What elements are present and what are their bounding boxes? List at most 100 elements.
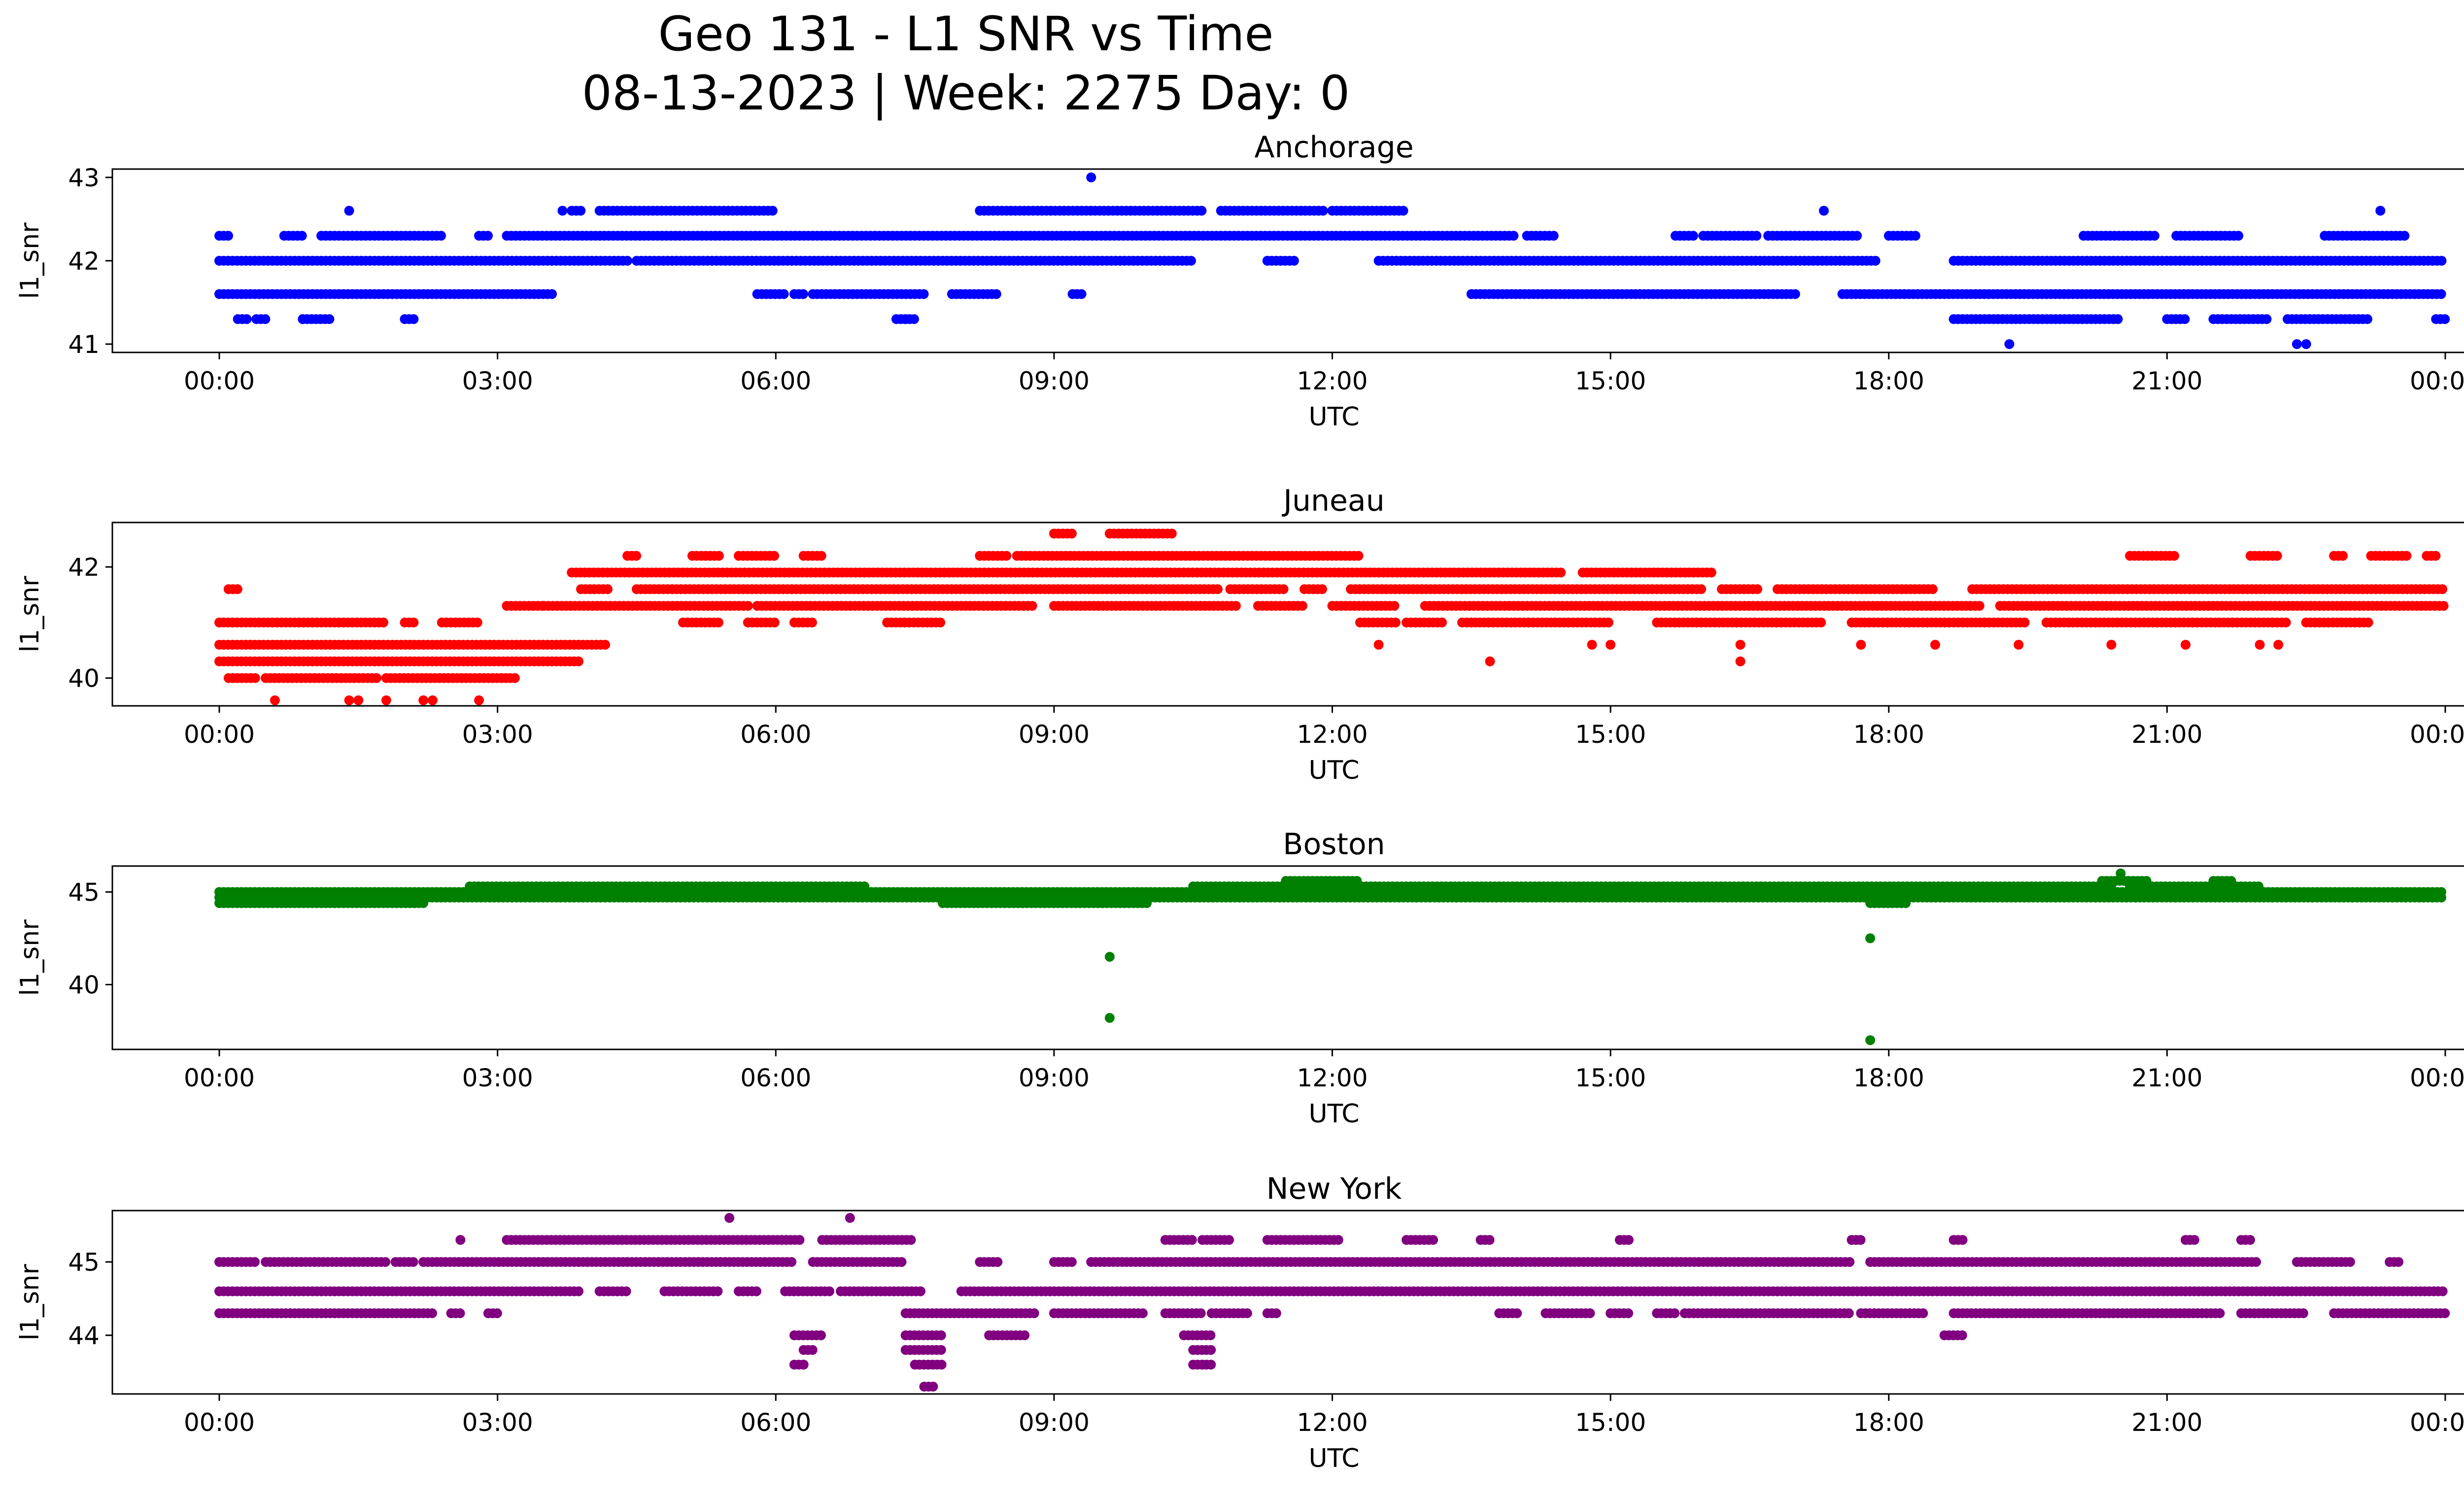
- data-point: [1974, 601, 1985, 611]
- data-point: [1865, 933, 1876, 943]
- data-point: [1485, 656, 1495, 666]
- data-point: [859, 881, 870, 892]
- data-point: [2106, 640, 2117, 650]
- x-tick-label: 03:00: [462, 1064, 533, 1092]
- data-point: [1391, 617, 1401, 627]
- data-point: [455, 1308, 465, 1319]
- data-point: [344, 206, 354, 216]
- data-point: [1816, 617, 1826, 627]
- y-tick-label: 41: [68, 330, 100, 359]
- data-point: [1865, 1035, 1876, 1045]
- data-point: [270, 695, 280, 705]
- data-point: [409, 617, 419, 627]
- data-point: [2430, 551, 2441, 561]
- x-tick-label: 21:00: [2131, 1064, 2202, 1092]
- figure-title-line1: Geo 131 - L1 SNR vs Time: [658, 6, 1274, 62]
- data-point: [2281, 617, 2291, 627]
- data-point: [2180, 314, 2190, 324]
- data-point: [1029, 1308, 1039, 1319]
- data-point: [2436, 256, 2447, 266]
- data-point: [1086, 172, 1096, 182]
- data-point: [1735, 656, 1745, 666]
- data-point: [353, 695, 364, 705]
- data-point: [767, 206, 778, 216]
- x-tick-label: 00:00: [2410, 367, 2464, 395]
- data-point: [1373, 640, 1384, 650]
- data-point: [1231, 601, 1241, 611]
- data-point: [1585, 1308, 1595, 1319]
- data-point: [909, 314, 919, 324]
- data-point: [622, 256, 632, 266]
- x-axis-label: UTC: [1308, 402, 1359, 432]
- figure-title-line2: 08-13-2023 | Week: 2275 Day: 0: [582, 66, 1350, 121]
- x-tick-label: 00:00: [184, 367, 255, 395]
- x-axis-label: UTC: [1308, 1099, 1359, 1129]
- data-point: [2014, 640, 2024, 650]
- data-point: [418, 695, 429, 705]
- data-point: [574, 656, 583, 666]
- data-point: [2436, 887, 2446, 897]
- x-tick-label: 18:00: [1853, 720, 1924, 749]
- data-point: [1856, 640, 1866, 650]
- x-tick-label: 03:00: [462, 720, 533, 749]
- data-point: [576, 206, 586, 216]
- x-tick-label: 12:00: [1297, 367, 1368, 395]
- data-point: [603, 584, 613, 594]
- data-point: [1137, 1308, 1148, 1319]
- x-tick-label: 09:00: [1019, 720, 1090, 749]
- data-point: [1166, 528, 1177, 539]
- data-point: [798, 289, 808, 299]
- data-point: [2272, 551, 2282, 561]
- data-point: [1398, 206, 1408, 216]
- data-point: [2004, 339, 2015, 349]
- x-tick-label: 00:00: [184, 720, 255, 749]
- x-tick-label: 00:00: [2410, 1064, 2464, 1092]
- data-point: [381, 695, 391, 705]
- data-point: [427, 695, 438, 705]
- subplot-title: Juneau: [1281, 484, 1384, 518]
- data-point: [1852, 231, 1862, 241]
- x-axis-label: UTC: [1308, 756, 1359, 785]
- data-point: [232, 584, 242, 594]
- data-point: [1212, 584, 1223, 594]
- data-point: [1910, 231, 1920, 241]
- data-point: [1001, 551, 1012, 561]
- data-point: [1318, 206, 1328, 216]
- data-point: [816, 551, 826, 561]
- data-point: [807, 617, 817, 627]
- data-point: [2226, 876, 2236, 886]
- data-point: [743, 601, 753, 611]
- data-series: [214, 172, 2450, 349]
- data-point: [1289, 256, 1299, 266]
- data-point: [2141, 876, 2152, 886]
- data-point: [241, 314, 252, 324]
- x-tick-label: 06:00: [740, 720, 811, 749]
- data-point: [2255, 640, 2265, 650]
- subplot-title: New York: [1266, 1172, 1402, 1206]
- data-point: [1930, 640, 1940, 650]
- data-point: [779, 289, 789, 299]
- data-point: [1317, 584, 1327, 594]
- y-axis-label: l1_snr: [15, 919, 45, 996]
- data-point: [2169, 551, 2180, 561]
- axes-frame: [111, 522, 2464, 707]
- data-point: [1196, 1308, 1206, 1319]
- data-point: [1735, 640, 1745, 650]
- x-tick-label: 15:00: [1575, 720, 1646, 749]
- subplot-title: Boston: [1283, 827, 1385, 862]
- y-axis-label: l1_snr: [15, 222, 45, 299]
- data-point: [297, 231, 307, 241]
- data-point: [1271, 1308, 1281, 1319]
- y-tick-label: 42: [68, 553, 100, 582]
- data-point: [2436, 289, 2446, 299]
- data-point: [483, 231, 493, 241]
- data-point: [2440, 314, 2450, 324]
- data-point: [378, 617, 388, 627]
- data-point: [2438, 601, 2449, 611]
- data-point: [2113, 314, 2123, 324]
- data-point: [2362, 314, 2372, 324]
- data-point: [991, 289, 1001, 299]
- data-point: [1508, 231, 1519, 241]
